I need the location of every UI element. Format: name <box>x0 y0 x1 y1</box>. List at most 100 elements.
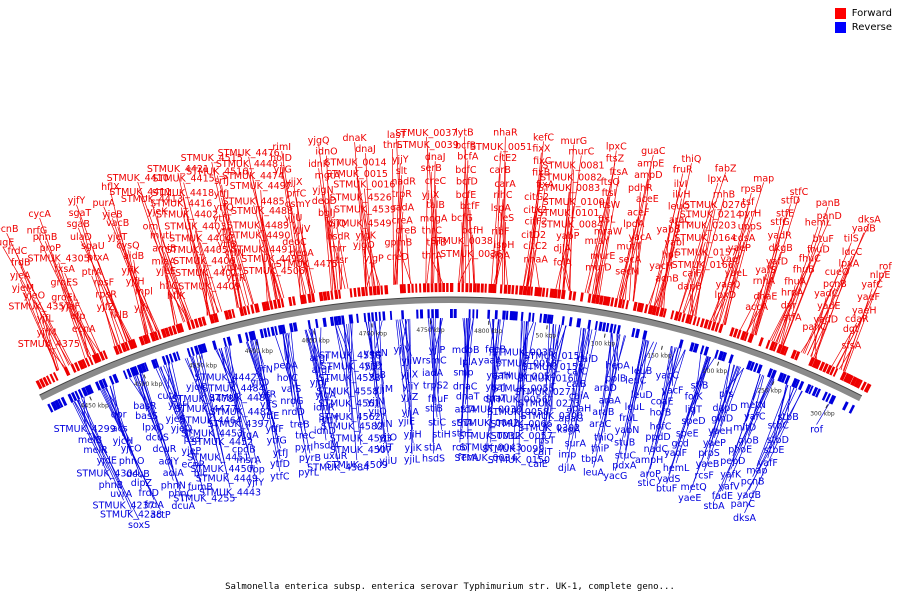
reverse-feature <box>341 315 345 325</box>
forward-gene-label: nlpE <box>870 270 891 281</box>
reverse-gene-label: yjiX <box>401 369 419 380</box>
forward-gene-label: STMUK_4402 <box>156 210 218 221</box>
reverse-gene-line <box>548 324 563 374</box>
reverse-gene-line <box>346 324 362 446</box>
forward-gene-label: STMUK_4406 <box>173 256 235 267</box>
forward-gene-label: ilvI <box>674 179 688 190</box>
forward-gene-line <box>653 173 684 306</box>
reverse-gene-label: STMUK_4237 <box>93 500 155 511</box>
reverse-gene-label: caiD <box>577 354 598 365</box>
reverse-gene-label: STMUK_4509 <box>326 460 388 471</box>
reverse-feature <box>770 369 777 380</box>
reverse-feature <box>794 379 801 389</box>
reverse-gene-label: melB <box>78 435 102 446</box>
forward-gene-label: STMUK_0038 <box>431 236 493 247</box>
reverse-gene-line <box>521 321 527 432</box>
reverse-gene-label: speD <box>681 416 705 427</box>
forward-feature <box>499 284 503 294</box>
forward-feature <box>625 300 630 310</box>
reverse-gene-label: hofC <box>650 421 672 432</box>
forward-gene-line <box>682 242 706 314</box>
forward-feature <box>384 285 389 295</box>
forward-gene-label: lasT <box>387 130 406 141</box>
reverse-gene-line <box>348 323 353 422</box>
forward-gene-line <box>723 205 749 325</box>
forward-feature <box>74 362 81 372</box>
reverse-gene-label: STMUK_4299 <box>54 424 116 435</box>
reverse-feature <box>678 339 684 349</box>
forward-feature <box>729 327 735 337</box>
forward-gene-label: bcfF <box>460 201 480 212</box>
forward-gene-label: STMUK_4405 <box>166 245 228 256</box>
forward-gene-line <box>472 234 476 284</box>
forward-gene-label: citE2 <box>493 153 517 164</box>
forward-gene-label: btuF <box>813 234 834 245</box>
reverse-feature <box>416 309 419 319</box>
forward-feature <box>621 299 626 309</box>
reverse-gene-line <box>335 325 350 374</box>
reverse-gene-label: iadA <box>422 368 443 379</box>
forward-gene-label: STMUK_0101 <box>537 208 599 219</box>
reverse-feature <box>811 386 819 397</box>
forward-feature <box>511 285 515 295</box>
forward-gene-label: panC <box>802 322 827 333</box>
reverse-gene-label: rcsF <box>695 471 714 482</box>
reverse-gene-label: yacC <box>656 370 680 381</box>
reverse-gene-line <box>379 320 384 420</box>
reverse-gene-label: dcuA <box>171 501 195 512</box>
scale-label: 4600 kbp <box>245 348 273 355</box>
forward-gene-label: carB <box>489 165 510 176</box>
reverse-gene-line <box>623 339 647 461</box>
reverse-feature <box>714 349 719 359</box>
forward-feature <box>164 327 171 337</box>
forward-feature <box>42 376 49 387</box>
forward-feature <box>707 320 713 330</box>
reverse-feature <box>780 373 787 384</box>
forward-gene-label: hrpA <box>781 288 804 299</box>
forward-feature <box>246 305 251 315</box>
forward-gene-label: STMUK_0039 <box>397 140 459 151</box>
forward-gene-line <box>183 182 219 313</box>
forward-gene-line <box>127 249 149 334</box>
reverse-gene-label: pepA <box>273 360 298 371</box>
reverse-feature <box>133 365 140 376</box>
reverse-feature <box>197 344 204 354</box>
reverse-gene-label: ytfF <box>266 424 284 435</box>
reverse-gene-line <box>675 357 711 464</box>
forward-feature <box>670 310 675 320</box>
reverse-gene-label: nadC <box>644 444 669 455</box>
forward-gene-line <box>91 275 119 346</box>
reverse-gene-line <box>100 389 161 511</box>
reverse-feature <box>222 337 228 347</box>
reverse-gene-line <box>140 373 174 481</box>
reverse-gene-line <box>625 339 644 451</box>
forward-gene-label: ftsQ <box>601 177 620 188</box>
forward-gene-line <box>209 290 220 313</box>
reverse-feature <box>50 401 59 411</box>
forward-gene-label: folA <box>553 257 572 268</box>
forward-gene-line <box>660 198 682 308</box>
reverse-feature <box>605 322 610 333</box>
scale-tick <box>771 381 775 386</box>
forward-gene-label: pcnB <box>823 279 847 290</box>
reverse-feature <box>389 310 393 321</box>
forward-gene-label: bcfC <box>455 165 477 176</box>
reverse-gene-line <box>592 335 627 454</box>
forward-gene-label: osmY <box>285 199 311 210</box>
forward-gene-label: citX2 <box>523 205 547 216</box>
forward-gene-label: yaeL <box>725 268 748 279</box>
forward-gene-label: fklB <box>110 310 128 321</box>
forward-gene-label: guaC <box>641 146 666 157</box>
forward-feature <box>364 286 368 296</box>
reverse-gene-label: STMUK_4451 <box>187 453 249 464</box>
forward-gene-label: yjjG <box>274 164 292 175</box>
reverse-gene-line <box>521 321 525 420</box>
forward-feature <box>598 295 604 305</box>
reverse-gene-line <box>602 332 613 408</box>
forward-gene-label: mraY <box>585 236 610 247</box>
reverse-gene-label: yjiA <box>402 407 420 418</box>
reverse-feature <box>190 346 195 357</box>
forward-gene-label: hflK <box>167 291 186 302</box>
reverse-gene-label: fecA <box>458 452 479 463</box>
forward-feature <box>307 293 312 304</box>
